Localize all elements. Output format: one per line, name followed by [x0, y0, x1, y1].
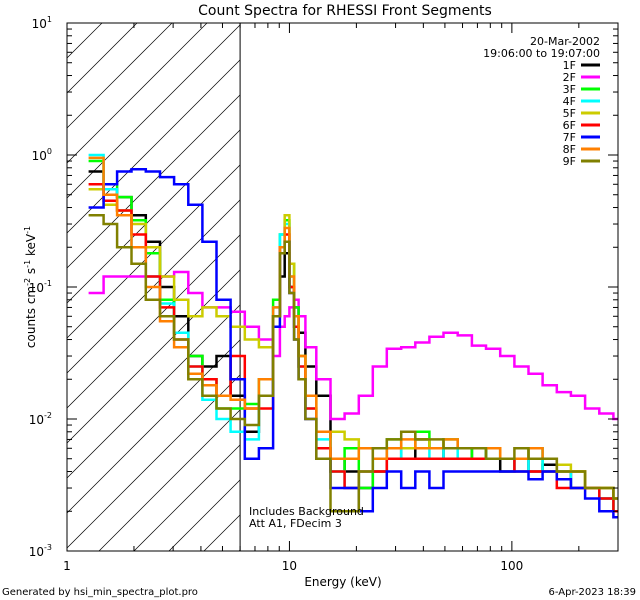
chart-title: Count Spectra for RHESSI Front Segments — [198, 3, 492, 19]
series-line-5f — [88, 188, 618, 500]
y-axis-label: counts cm-2 s-1 keV-1 — [23, 226, 38, 348]
axis-ticks — [66, 22, 619, 552]
y-tick-label: 10-3 — [29, 543, 52, 559]
x-axis-label: Energy (keV) — [304, 575, 381, 589]
footer-left: Generated by hsi_min_spectra_plot.pro — [2, 587, 198, 598]
x-tick-label: 100 — [500, 559, 523, 573]
y-label-s: s — [24, 268, 38, 278]
y-tick-label: 10-1 — [29, 279, 52, 295]
x-tick-labels: 1 10 100 — [63, 559, 523, 573]
legend-label-2f: 2F — [563, 71, 576, 84]
series-line-2f — [88, 270, 618, 421]
y-label-exp3: -1 — [23, 226, 32, 234]
y-tick-labels: 10-3 10-2 10-1 100 101 — [29, 15, 52, 559]
y-tick-label: 10-2 — [29, 411, 52, 427]
annotation-attenuator: Att A1, FDecim 3 — [249, 517, 342, 530]
legend-label-3f: 3F — [563, 83, 576, 96]
y-label-exp1: -2 — [23, 278, 32, 286]
plot-series — [88, 153, 618, 519]
legend-label-1f: 1F — [563, 59, 576, 72]
legend-label-5f: 5F — [563, 107, 576, 120]
legend-label-7f: 7F — [563, 131, 576, 144]
legend-label-6f: 6F — [563, 119, 576, 132]
time-label: 19:06:00 to 19:07:00 — [483, 47, 600, 60]
legend-label-4f: 4F — [563, 95, 576, 108]
legend-label-9f: 9F — [563, 155, 576, 168]
x-tick-label: 10 — [282, 559, 297, 573]
series-line-7f — [88, 167, 618, 519]
y-label-exp2: -1 — [23, 260, 32, 268]
date-label: 20-Mar-2002 — [530, 35, 600, 48]
y-tick-label: 100 — [32, 147, 52, 163]
series-line-1f — [88, 170, 618, 513]
x-tick-label: 1 — [63, 559, 71, 573]
y-label-main: counts cm — [24, 286, 38, 348]
footer-right: 6-Apr-2023 18:39 — [549, 587, 636, 598]
y-tick-label: 101 — [32, 15, 52, 31]
series-line-9f — [88, 213, 618, 513]
y-label-kev: keV — [24, 233, 38, 260]
series-line-6f — [88, 183, 618, 513]
legend-label-8f: 8F — [563, 143, 576, 156]
annotation-background: Includes Background — [249, 505, 364, 518]
